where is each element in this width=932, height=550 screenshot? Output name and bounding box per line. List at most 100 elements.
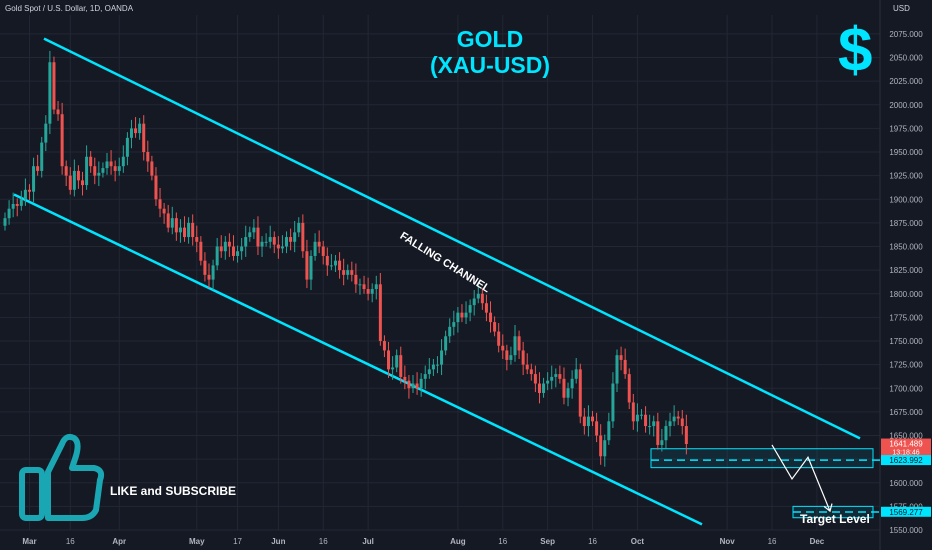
candle-body (623, 359, 627, 375)
candle-body (448, 326, 452, 337)
candle-body (36, 166, 40, 171)
candle-body (635, 414, 639, 422)
candle-body (631, 402, 635, 422)
candle-body (240, 246, 244, 252)
y-tick-label: 1825.000 (889, 266, 923, 275)
candle-body (664, 426, 668, 441)
candle-body (150, 161, 154, 176)
candle-body (382, 341, 386, 351)
chart-title: GOLD (XAU-USD) (390, 26, 590, 78)
candle-body (174, 218, 178, 233)
x-tick-label: 16 (319, 537, 328, 546)
candle-body (338, 260, 342, 271)
candle-body (227, 241, 231, 247)
candle-body (125, 137, 129, 157)
candle-body (407, 380, 411, 389)
candle-body (423, 374, 427, 379)
y-tick-label: 2075.000 (889, 30, 923, 39)
candle-body (219, 246, 223, 252)
candle-body (333, 260, 337, 266)
candle-body (354, 274, 358, 285)
candle-body (505, 350, 509, 360)
candle-body (76, 170, 80, 181)
candle-body (56, 109, 60, 115)
candle-body (40, 142, 44, 171)
candle-body (81, 180, 85, 186)
candle-body (403, 376, 407, 381)
price-label-text: 1623.992 (889, 456, 923, 465)
y-tick-label: 1800.000 (889, 290, 923, 299)
candle-body (615, 355, 619, 384)
candle-body (195, 237, 199, 242)
candle-body (603, 440, 607, 457)
candle-body (178, 227, 182, 233)
candle-body (456, 312, 460, 323)
candle-body (358, 284, 362, 286)
axis-unit-label: USD (893, 4, 910, 13)
candle-body (199, 241, 203, 261)
symbol-header: Gold Spot / U.S. Dollar, 1D, OANDA (5, 4, 134, 13)
candle-body (7, 208, 11, 219)
x-tick-label: 16 (588, 537, 597, 546)
price-label-text: 1641.489 (889, 440, 923, 449)
candle-body (595, 421, 599, 436)
candle-body (211, 265, 215, 280)
candle-body (121, 156, 125, 167)
candle-body (3, 218, 7, 226)
candle-body (215, 246, 219, 266)
y-tick-label: 1750.000 (889, 337, 923, 346)
y-tick-label: 1700.000 (889, 384, 923, 393)
candle-body (113, 166, 117, 171)
candle-body (346, 270, 350, 275)
candle-body (435, 364, 439, 366)
candle-body (627, 374, 631, 403)
candle-body (297, 222, 301, 233)
candle-body (533, 374, 537, 384)
candle-body (599, 435, 603, 457)
candle-body (19, 199, 23, 206)
y-tick-label: 1775.000 (889, 313, 923, 322)
candle-body (272, 237, 276, 245)
candle-body (591, 416, 595, 422)
candle-body (387, 350, 391, 370)
candle-body (607, 421, 611, 441)
candle-body (513, 336, 517, 356)
candle-body (546, 380, 550, 384)
candle-body (231, 246, 235, 256)
candle-body (301, 222, 305, 252)
candle-body (440, 350, 444, 365)
x-tick-label: Nov (720, 537, 736, 546)
x-tick-label: 16 (66, 537, 75, 546)
candle-body (619, 355, 623, 360)
candle-body (27, 189, 31, 192)
candle-body (276, 244, 280, 249)
candle-body (476, 293, 480, 299)
x-tick-label: Mar (22, 537, 36, 546)
candle-body (293, 232, 297, 242)
x-tick-label: Oct (631, 537, 645, 546)
candle-body (248, 232, 252, 238)
candle-body (264, 241, 268, 243)
y-tick-label: 2050.000 (889, 54, 923, 63)
candle-body (146, 152, 150, 162)
candle-body (236, 251, 240, 256)
candle-body (374, 284, 378, 290)
candle-body (460, 312, 464, 318)
candle-body (223, 241, 227, 252)
candle-body (105, 161, 109, 169)
title-line-1: GOLD (456, 26, 524, 52)
candle-body (11, 203, 15, 209)
price-label-bg (881, 455, 931, 466)
x-tick-label: Dec (810, 537, 825, 546)
candle-body (285, 237, 289, 247)
x-tick-label: 16 (768, 537, 777, 546)
candle-body (464, 312, 468, 318)
candle-body (660, 440, 664, 445)
candle-body (162, 208, 166, 214)
dollar-icon: $ (838, 16, 873, 85)
channel-lower-line (13, 193, 703, 526)
candle-body (256, 227, 260, 247)
candle-body (489, 312, 493, 323)
candle-body (268, 237, 272, 242)
